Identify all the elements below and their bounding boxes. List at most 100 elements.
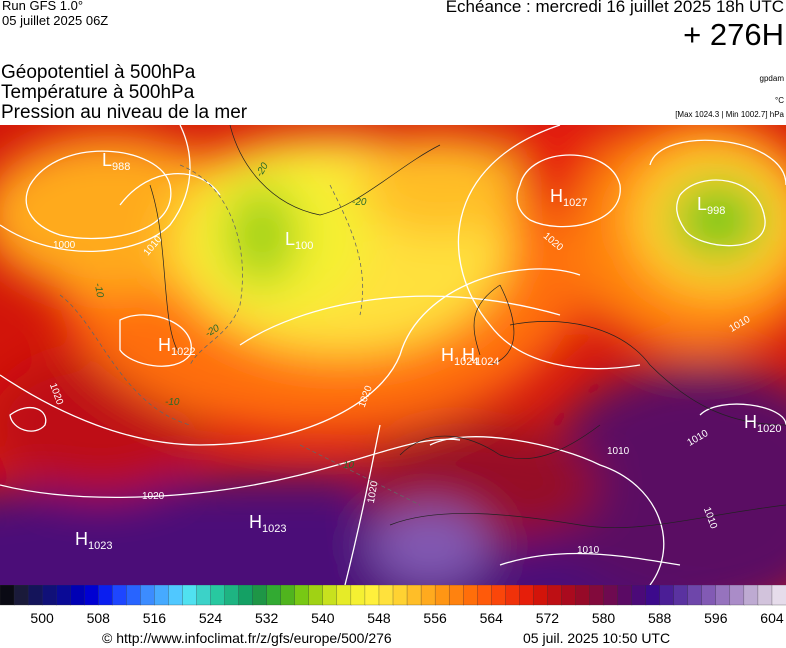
- unit: [Max 1024.3 | Min 1002.7] hPa: [675, 110, 784, 119]
- color-swatch: [603, 585, 619, 606]
- isobar-label: 1010: [577, 545, 600, 556]
- color-swatch: [336, 585, 352, 606]
- isotherm-label: 10: [343, 460, 355, 471]
- center-value: 1023: [88, 540, 112, 552]
- color-swatch: [645, 585, 661, 606]
- color-swatch: [41, 585, 57, 606]
- lead-time: + 276H: [683, 17, 784, 52]
- color-swatch: [729, 585, 745, 606]
- color-swatch: [757, 585, 773, 606]
- color-swatch: [84, 585, 99, 606]
- color-swatch: [561, 585, 577, 606]
- color-swatch: [575, 585, 591, 606]
- unit: gpdam: [759, 74, 784, 83]
- pressure-center: L100: [285, 229, 313, 252]
- color-swatch: [140, 585, 156, 606]
- pressure-center: H1023: [75, 529, 112, 552]
- pressure-center: H1027: [550, 186, 587, 209]
- center-type: H: [158, 335, 171, 355]
- center-type: H: [744, 412, 757, 432]
- color-swatch: [252, 585, 268, 606]
- generated: 05 juil. 2025 10:50 UTC: [523, 630, 671, 646]
- color-swatch: [168, 585, 184, 606]
- colorbar-label: 556: [423, 610, 447, 626]
- color-swatch: [392, 585, 408, 606]
- color-swatch: [126, 585, 142, 606]
- color-swatch: [13, 585, 29, 606]
- pressure-center: H1020: [744, 412, 781, 435]
- color-swatch: [659, 585, 675, 606]
- colorbar-label: 540: [311, 610, 335, 626]
- center-type: H: [249, 512, 262, 532]
- isotherm-label: -10: [92, 282, 105, 299]
- isobar-label: 1000: [53, 240, 76, 251]
- colorbar-label: 596: [704, 610, 728, 626]
- colorbar: 500 508 516 524 532 540 548 556 564 572 580 588 596 6…: [0, 585, 786, 626]
- center-type: L: [102, 150, 112, 170]
- color-swatch: [210, 585, 226, 606]
- color-swatch: [294, 585, 310, 606]
- center-value: 1023: [262, 523, 286, 535]
- color-swatch: [322, 585, 338, 606]
- center-type: H: [75, 529, 88, 549]
- center-value: 1022: [171, 346, 195, 358]
- color-swatch: [238, 585, 254, 606]
- color-swatch: [617, 585, 633, 606]
- run: Run GFS 1.0°: [2, 0, 84, 13]
- map: L988 L100 H1027 L998 H1022 H1024 H1024 H…: [0, 125, 786, 585]
- colorbar-label: 588: [648, 610, 672, 626]
- field-shading: [0, 125, 786, 585]
- color-swatch: [196, 585, 212, 606]
- isobar-label: 1020: [142, 491, 165, 502]
- pressure-center: L998: [697, 194, 725, 217]
- colorbar-label: 580: [592, 610, 616, 626]
- center-value: 1020: [757, 423, 781, 435]
- source: © http://www.infoclimat.fr/z/gfs/europe/…: [102, 630, 392, 646]
- isotherm-label: -20: [352, 197, 367, 208]
- colorbar-label: 564: [480, 610, 504, 626]
- color-swatch: [70, 585, 85, 606]
- color-swatch: [463, 585, 478, 606]
- color-swatch: [182, 585, 198, 606]
- colorbar-label: 604: [760, 610, 784, 626]
- pressure-center: H1024: [441, 345, 478, 368]
- colorbar-label: 532: [255, 610, 279, 626]
- color-swatch: [715, 585, 731, 606]
- color-swatch: [519, 585, 535, 606]
- colorbar-label: 500: [30, 610, 54, 626]
- color-swatch: [0, 585, 15, 606]
- isobar-label: 1010: [607, 446, 630, 457]
- color-swatch: [280, 585, 296, 606]
- pressure-center: H1022: [158, 335, 195, 358]
- color-swatch: [266, 585, 282, 606]
- color-swatch: [378, 585, 394, 606]
- color-swatch: [406, 585, 422, 606]
- field: Géopotentiel à 500hPa: [1, 62, 196, 83]
- color-swatch: [701, 585, 717, 606]
- colorbar-label: 508: [87, 610, 111, 626]
- color-swatch: [477, 585, 492, 606]
- color-swatch: [771, 585, 786, 606]
- color-swatch: [547, 585, 563, 606]
- color-swatch: [55, 585, 71, 606]
- isobar-label: 1020: [366, 480, 381, 504]
- unit: °C: [775, 96, 784, 105]
- color-swatch: [112, 585, 127, 606]
- colorbar-label: 548: [367, 610, 391, 626]
- colorbar-label: 572: [536, 610, 560, 626]
- center-type: H: [550, 186, 563, 206]
- center-value: 1024: [475, 356, 499, 368]
- center-type: H: [462, 345, 475, 365]
- color-swatch: [533, 585, 549, 606]
- color-swatch: [491, 585, 506, 606]
- run-date: 05 juillet 2025 06Z: [2, 13, 109, 28]
- center-value: 1027: [563, 197, 587, 209]
- color-swatch: [687, 585, 703, 606]
- pressure-center: H1024: [462, 345, 499, 368]
- color-swatch: [350, 585, 366, 606]
- center-value: 1024: [454, 356, 478, 368]
- center-type: H: [441, 345, 454, 365]
- color-swatch: [673, 585, 689, 606]
- color-swatch: [505, 585, 520, 606]
